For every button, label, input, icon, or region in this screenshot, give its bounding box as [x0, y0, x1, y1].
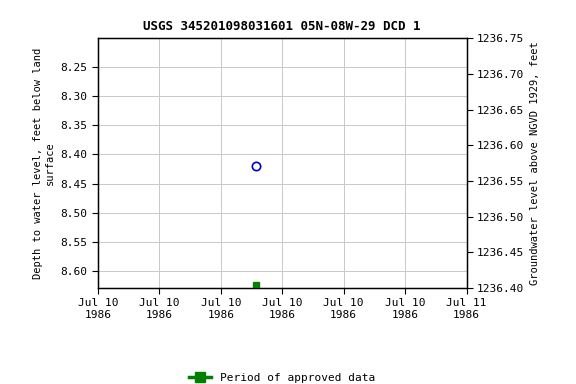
Title: USGS 345201098031601 05N-08W-29 DCD 1: USGS 345201098031601 05N-08W-29 DCD 1	[143, 20, 421, 33]
Y-axis label: Groundwater level above NGVD 1929, feet: Groundwater level above NGVD 1929, feet	[530, 41, 540, 285]
Legend: Period of approved data: Period of approved data	[185, 368, 380, 384]
Y-axis label: Depth to water level, feet below land
surface: Depth to water level, feet below land su…	[33, 48, 55, 279]
